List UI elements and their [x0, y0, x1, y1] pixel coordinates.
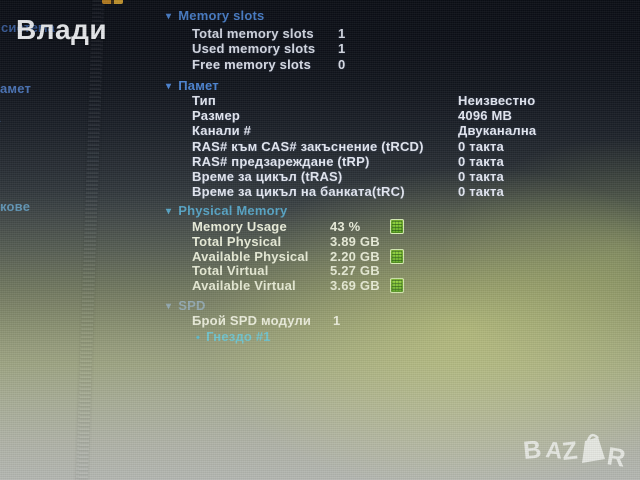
row-value: 0 такта — [458, 139, 504, 154]
row-value: 1 — [338, 26, 346, 41]
memory-usage-meter-icon — [390, 219, 404, 234]
bullet-icon: • — [196, 332, 201, 344]
info-row: Total memory slots 1 — [192, 26, 640, 41]
chevron-down-icon: ▾ — [166, 301, 172, 312]
section-header-memory-slots[interactable]: ▾ Memory slots — [166, 8, 264, 23]
chevron-down-icon: ▾ — [166, 206, 172, 217]
row-label: Available Physical — [192, 249, 309, 264]
info-row: Размер 4096 MB — [192, 108, 640, 123]
row-value: 3.89 GB — [330, 234, 380, 249]
svg-text:B: B — [522, 436, 542, 465]
row-label: Used memory slots — [192, 41, 316, 56]
row-label: Брой SPD модули — [192, 313, 312, 328]
row-label: Размер — [192, 108, 241, 123]
section-header-spd[interactable]: ▾ SPD — [166, 298, 206, 313]
available-virtual-meter-icon — [390, 278, 404, 293]
row-label: Available Virtual — [192, 278, 296, 293]
row-label: Memory Usage — [192, 219, 287, 234]
row-label: Total Virtual — [192, 263, 269, 278]
shopping-bag-icon — [582, 437, 605, 463]
info-row: Канали # Двуканална — [192, 123, 640, 138]
row-value: 43 % — [330, 219, 361, 234]
row-label: Total memory slots — [192, 26, 314, 41]
row-value: 0 — [338, 57, 346, 72]
svg-text:R: R — [605, 442, 626, 472]
info-row: Total Virtual 5.27 GB — [192, 263, 640, 278]
svg-text:Z: Z — [561, 437, 579, 466]
row-value: 1 — [338, 41, 346, 56]
row-value: 5.27 GB — [330, 263, 380, 278]
row-label: Време за цикъл на банката(tRC) — [192, 184, 405, 199]
seller-watermark: Влади — [16, 14, 108, 45]
info-row: Memory Usage 43 % — [192, 219, 640, 234]
info-row: RAS# към CAS# закъснение (tRCD) 0 такта — [192, 139, 640, 154]
info-row: Време за цикъл (tRAS) 0 такта — [192, 169, 640, 184]
row-value: 3.69 GB — [330, 278, 380, 293]
row-label: RAS# предзареждане (tRP) — [192, 154, 370, 169]
sidebar-item-storage[interactable]: кове — [0, 199, 31, 214]
row-label: Total Physical — [192, 234, 282, 249]
info-row: Available Virtual 3.69 GB — [192, 278, 640, 293]
info-row: Available Physical 2.20 GB — [192, 249, 640, 264]
row-value: 4096 MB — [458, 108, 513, 123]
folder-icon — [102, 0, 123, 4]
section-title: Памет — [178, 78, 219, 93]
info-row: Тип Неизвестно — [192, 93, 640, 108]
row-value: 0 такта — [458, 154, 504, 169]
row-label: Канали # — [192, 123, 252, 138]
bazar-logo: B A Z R — [522, 426, 627, 477]
section-title: Physical Memory — [178, 203, 288, 218]
row-label: Време за цикъл (tRAS) — [192, 169, 343, 184]
row-label: Тип — [192, 93, 216, 108]
info-row: Used memory slots 1 — [192, 41, 640, 56]
sidebar-item-ram[interactable]: амет — [0, 81, 32, 96]
row-value: 2.20 GB — [330, 249, 380, 264]
chevron-down-icon: ▾ — [166, 11, 172, 22]
info-row: RAS# предзареждане (tRP) 0 такта — [192, 154, 640, 169]
row-label: Free memory slots — [192, 57, 312, 72]
chevron-down-icon: ▾ — [166, 81, 172, 92]
info-row: Total Physical 3.89 GB — [192, 234, 640, 249]
spd-slot-label: Гнездо #1 — [206, 329, 271, 344]
spd-slot-item[interactable]: • Гнездо #1 — [196, 329, 640, 344]
section-header-memory[interactable]: ▾ Памет — [166, 78, 219, 93]
info-row: Време за цикъл на банката(tRC) 0 такта — [192, 184, 640, 199]
available-physical-meter-icon — [390, 249, 404, 264]
section-title: Memory slots — [178, 8, 265, 23]
row-value: 0 такта — [458, 169, 504, 184]
row-value: 0 такта — [458, 184, 504, 199]
row-value: 1 — [333, 313, 341, 328]
section-title: SPD — [178, 298, 206, 313]
row-value: Двуканална — [458, 123, 537, 138]
row-label: RAS# към CAS# закъснение (tRCD) — [192, 139, 424, 154]
info-row: Брой SPD модули 1 — [192, 313, 640, 328]
row-value: Неизвестно — [458, 93, 536, 108]
info-row: Free memory slots 0 — [192, 57, 640, 72]
section-header-physical-memory[interactable]: ▾ Physical Memory — [166, 203, 287, 218]
